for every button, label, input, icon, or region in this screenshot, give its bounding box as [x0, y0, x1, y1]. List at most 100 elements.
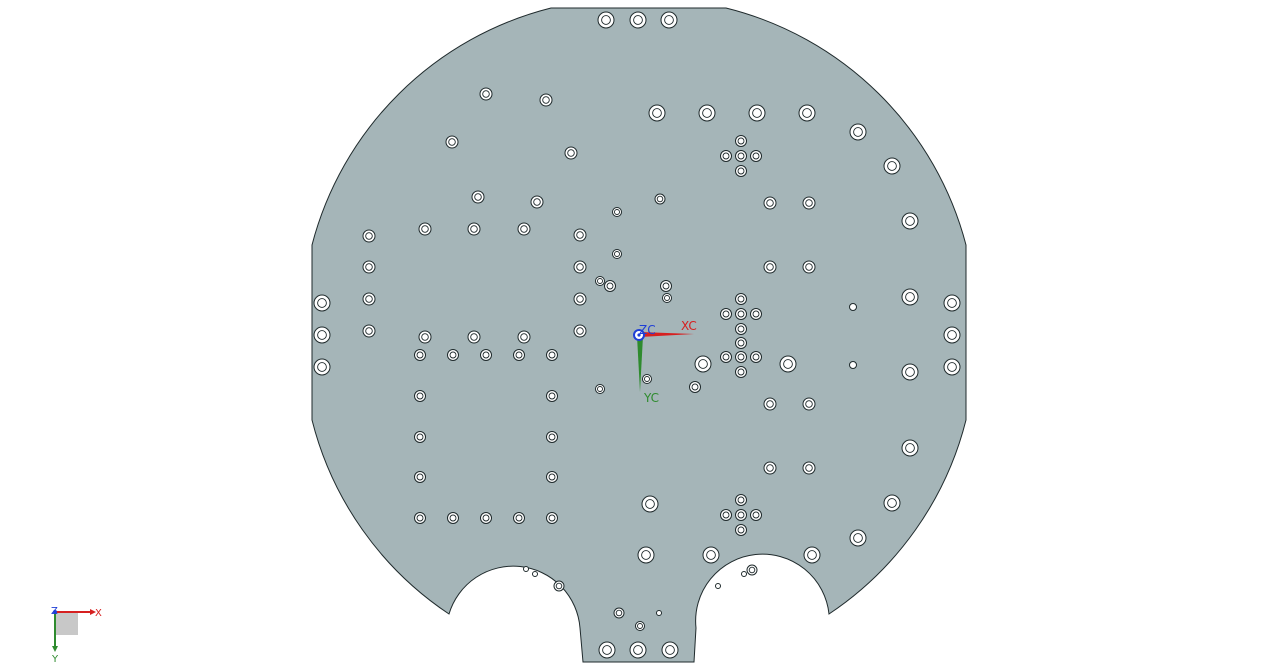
hole-13[interactable]	[445, 135, 459, 149]
hole-102[interactable]	[642, 374, 652, 384]
hole-27[interactable]	[573, 260, 587, 274]
hole-28[interactable]	[573, 292, 587, 306]
hole-77[interactable]	[735, 524, 747, 536]
hole-86[interactable]	[447, 349, 459, 361]
wcs-coordinate-icon[interactable]: ZC XC YC	[633, 319, 697, 405]
hole-23[interactable]	[362, 229, 376, 243]
hole-60[interactable]	[735, 337, 747, 349]
hole-48[interactable]	[735, 150, 747, 162]
wcs-y-axis-arrow[interactable]	[637, 336, 643, 392]
hole-84[interactable]	[517, 330, 531, 344]
hole-72[interactable]	[802, 461, 816, 475]
hole-64[interactable]	[735, 366, 747, 378]
hole-30[interactable]	[612, 249, 622, 259]
hole-40[interactable]	[943, 358, 961, 376]
hole-87[interactable]	[480, 349, 492, 361]
hole-68[interactable]	[849, 361, 857, 369]
hole-67[interactable]	[849, 303, 857, 311]
hole-62[interactable]	[735, 351, 747, 363]
hole-95[interactable]	[546, 471, 558, 483]
hole-98[interactable]	[480, 512, 492, 524]
hole-105[interactable]	[532, 571, 538, 577]
hole-9[interactable]	[883, 157, 901, 175]
hole-57[interactable]	[735, 308, 747, 320]
hole-5[interactable]	[698, 104, 716, 122]
view-triad-icon[interactable]: X Y Z	[51, 606, 102, 665]
hole-31[interactable]	[595, 276, 605, 286]
hole-99[interactable]	[513, 512, 525, 524]
hole-111[interactable]	[656, 610, 662, 616]
hole-79[interactable]	[637, 546, 655, 564]
hole-37[interactable]	[313, 358, 331, 376]
hole-36[interactable]	[313, 326, 331, 344]
hole-54[interactable]	[802, 260, 816, 274]
hole-74[interactable]	[720, 509, 732, 521]
hole-8[interactable]	[849, 123, 867, 141]
hole-104[interactable]	[523, 566, 529, 572]
hole-50[interactable]	[735, 165, 747, 177]
hole-21[interactable]	[517, 222, 531, 236]
hole-15[interactable]	[471, 190, 485, 204]
hole-75[interactable]	[735, 509, 747, 521]
hole-65[interactable]	[694, 355, 712, 373]
hole-109[interactable]	[746, 564, 758, 576]
hole-3[interactable]	[660, 11, 678, 29]
hole-16[interactable]	[530, 195, 544, 209]
hole-38[interactable]	[943, 294, 961, 312]
hole-114[interactable]	[629, 641, 647, 659]
hole-55[interactable]	[735, 293, 747, 305]
hole-44[interactable]	[883, 494, 901, 512]
hole-49[interactable]	[750, 150, 762, 162]
hole-10[interactable]	[901, 212, 919, 230]
hole-76[interactable]	[750, 509, 762, 521]
hole-42[interactable]	[901, 363, 919, 381]
hole-97[interactable]	[447, 512, 459, 524]
hole-34[interactable]	[662, 293, 672, 303]
hole-90[interactable]	[414, 390, 426, 402]
hole-6[interactable]	[748, 104, 766, 122]
hole-82[interactable]	[418, 330, 432, 344]
hole-32[interactable]	[604, 280, 616, 292]
hole-33[interactable]	[660, 280, 672, 292]
hole-11[interactable]	[479, 87, 493, 101]
hole-24[interactable]	[362, 260, 376, 274]
hole-83[interactable]	[467, 330, 481, 344]
hole-94[interactable]	[414, 471, 426, 483]
hole-92[interactable]	[414, 431, 426, 443]
hole-47[interactable]	[720, 150, 732, 162]
hole-70[interactable]	[802, 397, 816, 411]
hole-73[interactable]	[735, 494, 747, 506]
hole-66[interactable]	[779, 355, 797, 373]
hole-108[interactable]	[741, 571, 747, 577]
hole-43[interactable]	[901, 439, 919, 457]
hole-71[interactable]	[763, 461, 777, 475]
hole-88[interactable]	[513, 349, 525, 361]
hole-18[interactable]	[612, 207, 622, 217]
hole-93[interactable]	[546, 431, 558, 443]
hole-56[interactable]	[720, 308, 732, 320]
hole-80[interactable]	[702, 546, 720, 564]
hole-113[interactable]	[598, 641, 616, 659]
hole-59[interactable]	[735, 323, 747, 335]
hole-1[interactable]	[597, 11, 615, 29]
hole-63[interactable]	[750, 351, 762, 363]
hole-22[interactable]	[573, 228, 587, 242]
hole-112[interactable]	[635, 621, 645, 631]
hole-110[interactable]	[613, 607, 625, 619]
hole-81[interactable]	[803, 546, 821, 564]
hole-107[interactable]	[715, 583, 721, 589]
hole-14[interactable]	[564, 146, 578, 160]
hole-25[interactable]	[362, 292, 376, 306]
hole-58[interactable]	[750, 308, 762, 320]
hole-101[interactable]	[595, 384, 605, 394]
hole-39[interactable]	[943, 326, 961, 344]
hole-7[interactable]	[798, 104, 816, 122]
hole-29[interactable]	[573, 324, 587, 338]
hole-12[interactable]	[539, 93, 553, 107]
hole-35[interactable]	[313, 294, 331, 312]
hole-17[interactable]	[654, 193, 666, 205]
hole-20[interactable]	[467, 222, 481, 236]
hole-78[interactable]	[641, 495, 659, 513]
hole-19[interactable]	[418, 222, 432, 236]
